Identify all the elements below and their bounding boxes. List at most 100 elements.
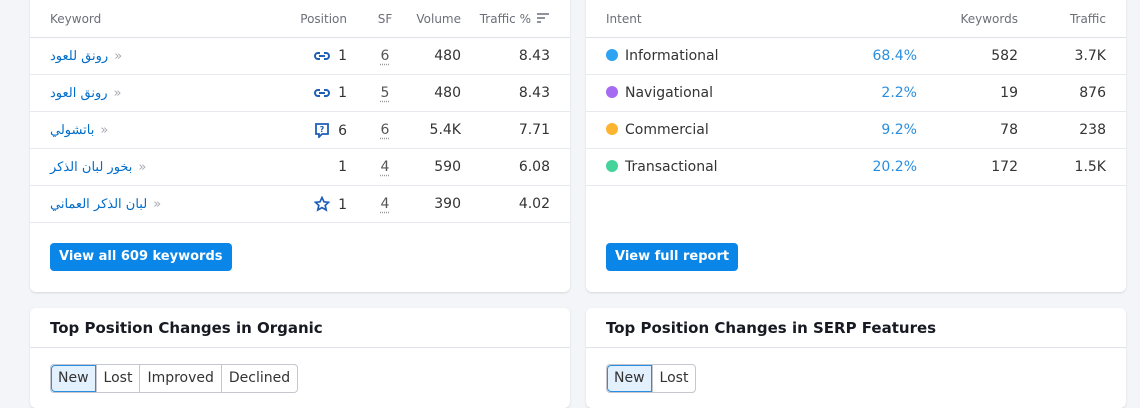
position-cell: 1 — [290, 148, 365, 186]
serp-feature-icon — [314, 85, 338, 101]
volume: 5.4K — [405, 111, 461, 149]
column-header-text: Traffic % — [479, 11, 531, 26]
intent-traffic: 238 — [1018, 111, 1126, 149]
sf-cell: 6 — [365, 37, 405, 75]
volume: 390 — [405, 185, 461, 223]
column-header: Traffic — [1018, 0, 1126, 38]
intent-row: Commercial 9.2% 78 238 — [586, 111, 1126, 149]
card-title: Top Position Changes in Organic — [50, 319, 323, 337]
tab[interactable]: Lost — [651, 365, 696, 392]
intent-card: Intent Keywords Traffic Informational 68.… — [586, 0, 1126, 292]
traffic: 8.43 — [461, 37, 570, 75]
keyword-row: رونق للعود » 1 6 480 8.43 — [30, 37, 570, 75]
keyword-row: لبان الذكر العماني » 1 4 390 4.02 — [30, 185, 570, 223]
separator — [30, 347, 570, 348]
intent-traffic: 876 — [1018, 74, 1126, 112]
intent-dot — [606, 49, 618, 61]
position: 1 — [338, 85, 347, 101]
organic-changes-card: Top Position Changes in Organic New Lost I… — [30, 308, 570, 408]
intent-share[interactable]: 9.2% — [816, 111, 917, 149]
intent-name: Commercial — [625, 122, 709, 138]
intent-row: Navigational 2.2% 19 876 — [586, 74, 1126, 112]
tab[interactable]: Lost — [95, 365, 140, 392]
intent-share[interactable]: 2.2% — [816, 74, 917, 112]
intent-row: Transactional 20.2% 172 1.5K — [586, 148, 1126, 186]
keyword-cell: باتشولي » — [30, 111, 290, 149]
sf-count[interactable]: 6 — [380, 122, 390, 138]
volume: 590 — [405, 148, 461, 186]
sf-count[interactable]: 4 — [380, 196, 390, 212]
serp-feature-icon: ? — [314, 122, 338, 139]
expand-chevron[interactable]: » — [138, 160, 147, 175]
keyword-row: باتشولي»? 6 6 5.4K 7.71 — [30, 111, 570, 149]
keyword-link[interactable]: رونق العود — [50, 86, 108, 101]
expand-chevron[interactable]: » — [113, 86, 122, 101]
column-header[interactable]: Traffic % — [461, 0, 570, 38]
intent-traffic: 3.7K — [1018, 37, 1126, 75]
separator — [586, 347, 1126, 348]
expand-chevron[interactable]: » — [114, 49, 123, 64]
tab-group: New Lost Improved Declined — [50, 364, 299, 393]
intent-name: Navigational — [625, 85, 713, 101]
view-all-button[interactable]: View all 609 keywords — [50, 243, 232, 271]
traffic: 7.71 — [461, 111, 570, 149]
expand-chevron[interactable]: » — [153, 197, 162, 212]
intent-keywords: 78 — [917, 111, 1018, 149]
intent-keywords: 582 — [917, 37, 1018, 75]
sf-count[interactable]: 4 — [380, 159, 390, 175]
tab-group: New Lost — [606, 364, 697, 393]
column-header[interactable]: Volume — [405, 0, 461, 38]
intent-cell: Transactional — [586, 148, 816, 186]
intent-name: Informational — [625, 48, 719, 64]
intent-cell: Navigational — [586, 74, 816, 112]
tab[interactable]: Improved — [139, 365, 220, 392]
intent-share[interactable]: 68.4% — [816, 37, 917, 75]
keyword-cell: لبان الذكر العماني » — [30, 185, 290, 223]
keywords-table: Keyword Position SF Volume Traffic % رون… — [30, 0, 570, 223]
tab[interactable]: Declined — [220, 365, 297, 392]
sf-count[interactable]: 5 — [380, 85, 390, 101]
serp-feature-icon — [314, 48, 338, 64]
keyword-link[interactable]: لبان الذكر العماني — [50, 197, 148, 212]
position: 1 — [338, 196, 347, 213]
intent-name: Transactional — [625, 159, 718, 175]
svg-text:?: ? — [320, 125, 325, 134]
keyword-link[interactable]: باتشولي — [50, 123, 95, 138]
column-header: Keyword — [30, 0, 290, 38]
volume: 480 — [405, 74, 461, 112]
intent-dot — [606, 160, 618, 172]
traffic: 8.43 — [461, 74, 570, 112]
intent-cell: Informational — [586, 37, 816, 75]
sf-cell: 5 — [365, 74, 405, 112]
sf-cell: 4 — [365, 185, 405, 223]
expand-chevron[interactable]: » — [100, 123, 109, 138]
column-header[interactable]: SF — [365, 0, 405, 38]
intent-dot — [606, 123, 618, 135]
intent-table: Intent Keywords Traffic Informational 68.… — [586, 0, 1126, 186]
intent-keywords: 172 — [917, 148, 1018, 186]
tab[interactable]: New — [607, 365, 652, 392]
intent-share[interactable]: 20.2% — [816, 148, 917, 186]
serp-changes-card: Top Position Changes in SERP Features Ne… — [586, 308, 1126, 408]
keyword-link[interactable]: رونق للعود — [50, 49, 109, 64]
position-cell: ? 6 — [290, 111, 365, 149]
serp-feature-icon — [313, 194, 338, 213]
traffic: 4.02 — [461, 185, 570, 223]
view-report-button[interactable]: View full report — [606, 243, 739, 271]
intent-keywords: 19 — [917, 74, 1018, 112]
keyword-cell: رونق العود » — [30, 74, 290, 112]
keyword-link[interactable]: بخور لبان الذكر — [50, 160, 133, 175]
traffic: 6.08 — [461, 148, 570, 186]
sort-icon — [537, 12, 549, 23]
sf-cell: 4 — [365, 148, 405, 186]
tab[interactable]: New — [51, 365, 96, 392]
intent-dot — [606, 86, 618, 98]
keyword-cell: بخور لبان الذكر » — [30, 148, 290, 186]
position: 1 — [338, 48, 347, 64]
sf-count[interactable]: 6 — [380, 48, 390, 64]
column-header[interactable]: Position — [290, 0, 365, 38]
keyword-row: بخور لبان الذكر » 1 4 590 6.08 — [30, 148, 570, 186]
position: 6 — [338, 122, 347, 139]
volume: 480 — [405, 37, 461, 75]
